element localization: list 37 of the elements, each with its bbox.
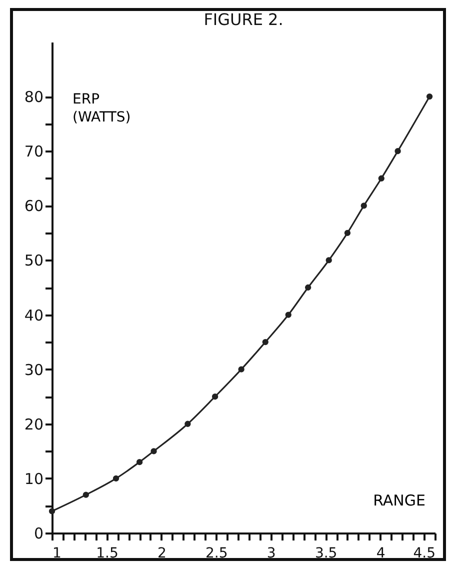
x-axis-title: RANGE xyxy=(373,492,426,510)
x-tick-label: 4.5 xyxy=(413,546,436,562)
x-tick-label: 3.5 xyxy=(314,546,338,562)
point xyxy=(394,148,401,154)
x-tick-label: 2 xyxy=(157,546,166,562)
point xyxy=(112,475,120,482)
y-tick-label: 80 xyxy=(24,88,44,106)
x-tick-label: 2.5 xyxy=(206,546,228,562)
point xyxy=(82,492,90,498)
x-tick-label: 1.5 xyxy=(96,546,118,562)
point xyxy=(48,508,56,514)
y-axis-title: ERP (WATTS) xyxy=(72,92,131,126)
y-tick-label: 40 xyxy=(24,306,44,324)
y-tick-label: 70 xyxy=(24,142,44,161)
y-tick-label: 50 xyxy=(24,252,44,270)
y-tick-label: 60 xyxy=(24,197,44,216)
point xyxy=(238,366,244,372)
point xyxy=(184,420,191,427)
x-tick-label: 1 xyxy=(52,546,62,562)
point xyxy=(136,459,143,466)
y-tick-label: 20 xyxy=(24,415,44,434)
point xyxy=(344,230,351,236)
point xyxy=(262,338,268,346)
point xyxy=(360,202,367,209)
point xyxy=(426,93,433,100)
y-tick-label: 10 xyxy=(24,470,44,488)
y-tick-label: 30 xyxy=(24,360,44,379)
x-tick-label: 3 xyxy=(266,546,276,562)
point xyxy=(150,448,157,454)
x-tick-label: 4 xyxy=(376,546,386,562)
point xyxy=(285,312,292,318)
chart-title: FIGURE 2. xyxy=(204,10,284,29)
point xyxy=(304,284,312,291)
point xyxy=(326,257,332,264)
y-tick-label: 0 xyxy=(34,524,44,542)
point xyxy=(378,175,384,182)
point xyxy=(212,394,218,400)
